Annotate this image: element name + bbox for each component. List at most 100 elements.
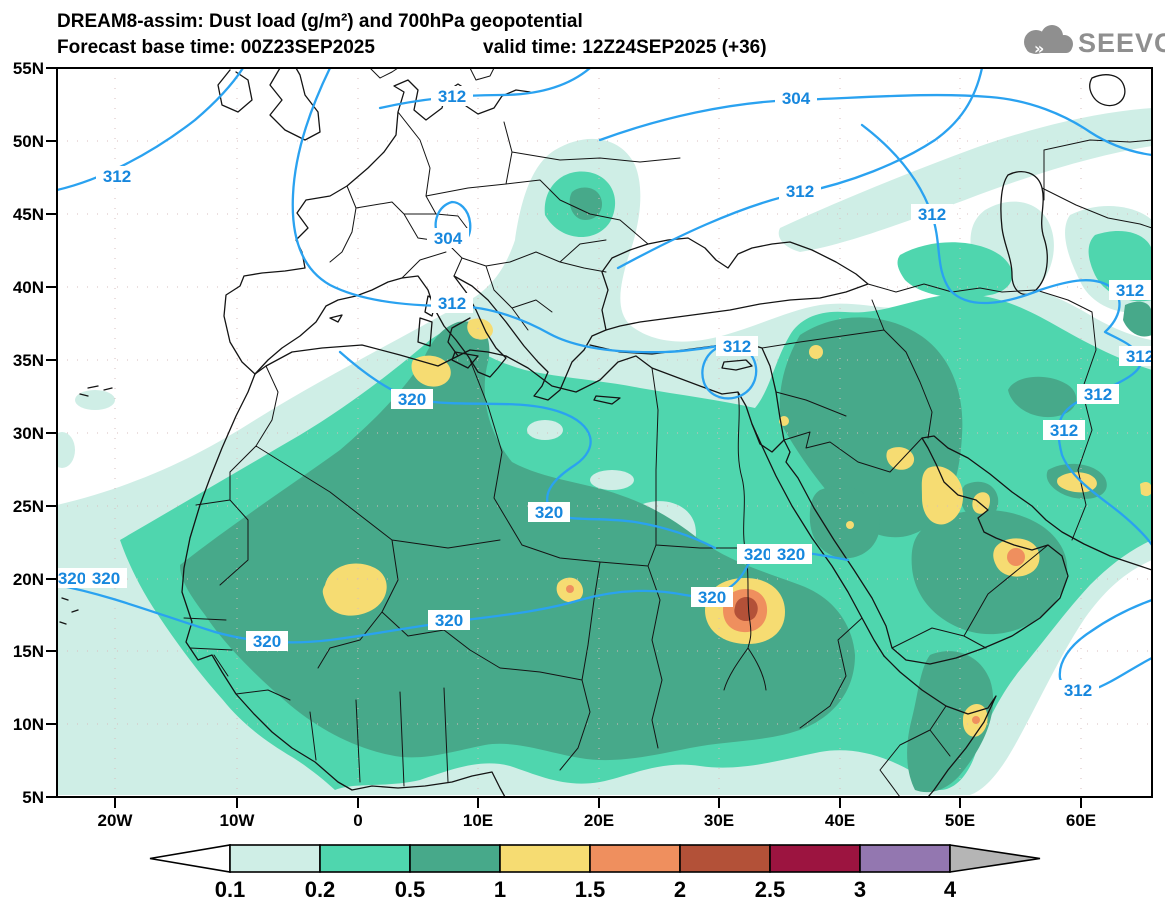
- svg-text:304: 304: [782, 89, 811, 108]
- svg-text:312: 312: [1084, 385, 1112, 404]
- lon-label: 20W: [98, 811, 134, 830]
- plot-title: DREAM8-assim: Dust load (g/m²) and 700hP…: [57, 11, 583, 32]
- dust-area-0p1-atlantic-1: [57, 432, 75, 468]
- dust-area-0p1-blacksea-band: [778, 108, 1152, 252]
- lat-label: 40N: [13, 278, 44, 297]
- contour-labels: 312 312 304 312 304 312 320 312 312 320 …: [57, 86, 1154, 700]
- contour-label: 312: [96, 166, 138, 186]
- dust-area-2-sudan-core: [734, 597, 758, 622]
- contour-label: 320: [691, 587, 733, 607]
- svg-text:320: 320: [535, 503, 563, 522]
- colorbar-tick: 3: [854, 877, 866, 902]
- contour-label: 312: [1119, 346, 1154, 366]
- colorbar-segment: [769, 844, 861, 873]
- forecast-base-time: Forecast base time: 00Z23SEP2025: [57, 37, 375, 58]
- contour-312-blacksea: [616, 68, 984, 270]
- lat-label: 30N: [13, 424, 44, 443]
- contour-label: 312: [1057, 680, 1099, 700]
- contour-label: 320: [428, 610, 470, 630]
- dust-area-1-ne-algeria: [411, 355, 451, 387]
- dust-area-0p5-sahara: [180, 321, 855, 761]
- dust-area-1-hejaz: [846, 521, 854, 529]
- cloud-icon: »: [1024, 25, 1073, 58]
- dust-area-1-tunis-coast: [467, 318, 493, 340]
- lat-label: 15N: [13, 642, 44, 661]
- dust-area-0p1-atlantic-2: [75, 390, 115, 410]
- svg-text:312: 312: [103, 167, 131, 186]
- lon-label: 10W: [220, 811, 256, 830]
- africa-borders: [183, 359, 951, 797]
- lon-label: 40E: [825, 811, 855, 830]
- contour-label: 312: [431, 86, 473, 106]
- svg-text:320: 320: [777, 545, 805, 564]
- svg-text:312: 312: [786, 182, 814, 201]
- lon-axis: 20W 10W 0 10E 20E 30E 40E 50E 60E: [98, 811, 1097, 830]
- contour-label: 320: [57, 568, 93, 588]
- mediterranean-north-coastline: [254, 275, 607, 401]
- contour-label: 304: [427, 228, 469, 248]
- svg-text:312: 312: [1050, 421, 1078, 440]
- lat-label: 50N: [13, 132, 44, 151]
- africa-west-coastline: [181, 317, 506, 797]
- colorbar-segment: [229, 844, 321, 873]
- colorbar-segment: [679, 844, 771, 873]
- black-sea-coastline: [601, 237, 869, 331]
- svg-text:312: 312: [918, 205, 946, 224]
- svg-text:312: 312: [438, 87, 466, 106]
- contour-label: 320: [391, 389, 433, 409]
- svg-text:320: 320: [435, 611, 463, 630]
- dust-hole-libya-3: [527, 420, 563, 440]
- svg-text:304: 304: [434, 229, 463, 248]
- contour-label: 320: [85, 568, 127, 588]
- dust-hole-libya-2: [590, 470, 634, 490]
- logo-text: SEEVCCC: [1078, 28, 1165, 58]
- svg-text:320: 320: [253, 632, 281, 651]
- seevccc-logo: » SEEVCCC: [1024, 25, 1165, 58]
- dust-area-0p5-balkans: [569, 187, 603, 220]
- geography-layer: [59, 68, 1152, 797]
- colorbar-segment: [319, 844, 411, 873]
- dust-area-1-syria: [809, 345, 823, 359]
- svg-text:312: 312: [723, 337, 751, 356]
- lat-ticks: [46, 67, 57, 798]
- svg-text:320: 320: [92, 569, 120, 588]
- contour-label: 312: [431, 293, 473, 313]
- colorbar-segment: [589, 844, 681, 873]
- lon-label: 60E: [1066, 811, 1096, 830]
- colorbar-segment: [859, 844, 951, 873]
- lat-label: 5N: [22, 788, 44, 807]
- contour-label: 320: [528, 502, 570, 522]
- dust-area-1-saudi-north: [886, 447, 915, 470]
- europe-borders: [329, 68, 681, 331]
- colorbar-segment: [409, 844, 501, 873]
- lon-label: 20E: [584, 811, 614, 830]
- map-body: 312 312 304 312 304 312 320 312 312 320 …: [57, 68, 1154, 797]
- lat-axis: 55N 50N 45N 40N 35N 30N 25N 20N 15N 10N …: [13, 59, 44, 807]
- colorbar-segment: [499, 844, 591, 873]
- uk-ireland-coastline: [217, 68, 321, 141]
- contour-312-nw: [57, 68, 245, 192]
- lat-label: 25N: [13, 497, 44, 516]
- dust-area-1p5-oman-core: [1007, 548, 1025, 566]
- svg-text:»: »: [1034, 39, 1044, 58]
- lon-label: 10E: [463, 811, 493, 830]
- contour-label: 304: [775, 88, 817, 108]
- contour-label: 312: [1077, 384, 1119, 404]
- valid-time: valid time: 12Z24SEP2025 (+36): [483, 37, 767, 58]
- dust-area-0p5-levant: [779, 317, 963, 538]
- dust-area-0p5-iran: [1008, 376, 1077, 418]
- colorbar: 0.1 0.2 0.5 1 1.5 2 2.5 3 4: [149, 844, 1041, 902]
- dust-area-1p5-chad-core: [566, 585, 574, 593]
- colorbar-tick: 2: [674, 877, 686, 902]
- svg-text:312: 312: [1126, 347, 1154, 366]
- svg-text:312: 312: [438, 294, 466, 313]
- islands: [59, 295, 753, 625]
- contour-304-north: [598, 93, 1152, 157]
- lat-label: 45N: [13, 205, 44, 224]
- lat-label: 55N: [13, 59, 44, 78]
- contour-label: 312: [911, 204, 953, 224]
- lat-label: 10N: [13, 715, 44, 734]
- dust-hole-benghazi: [639, 367, 671, 383]
- contour-label: 312: [1043, 420, 1085, 440]
